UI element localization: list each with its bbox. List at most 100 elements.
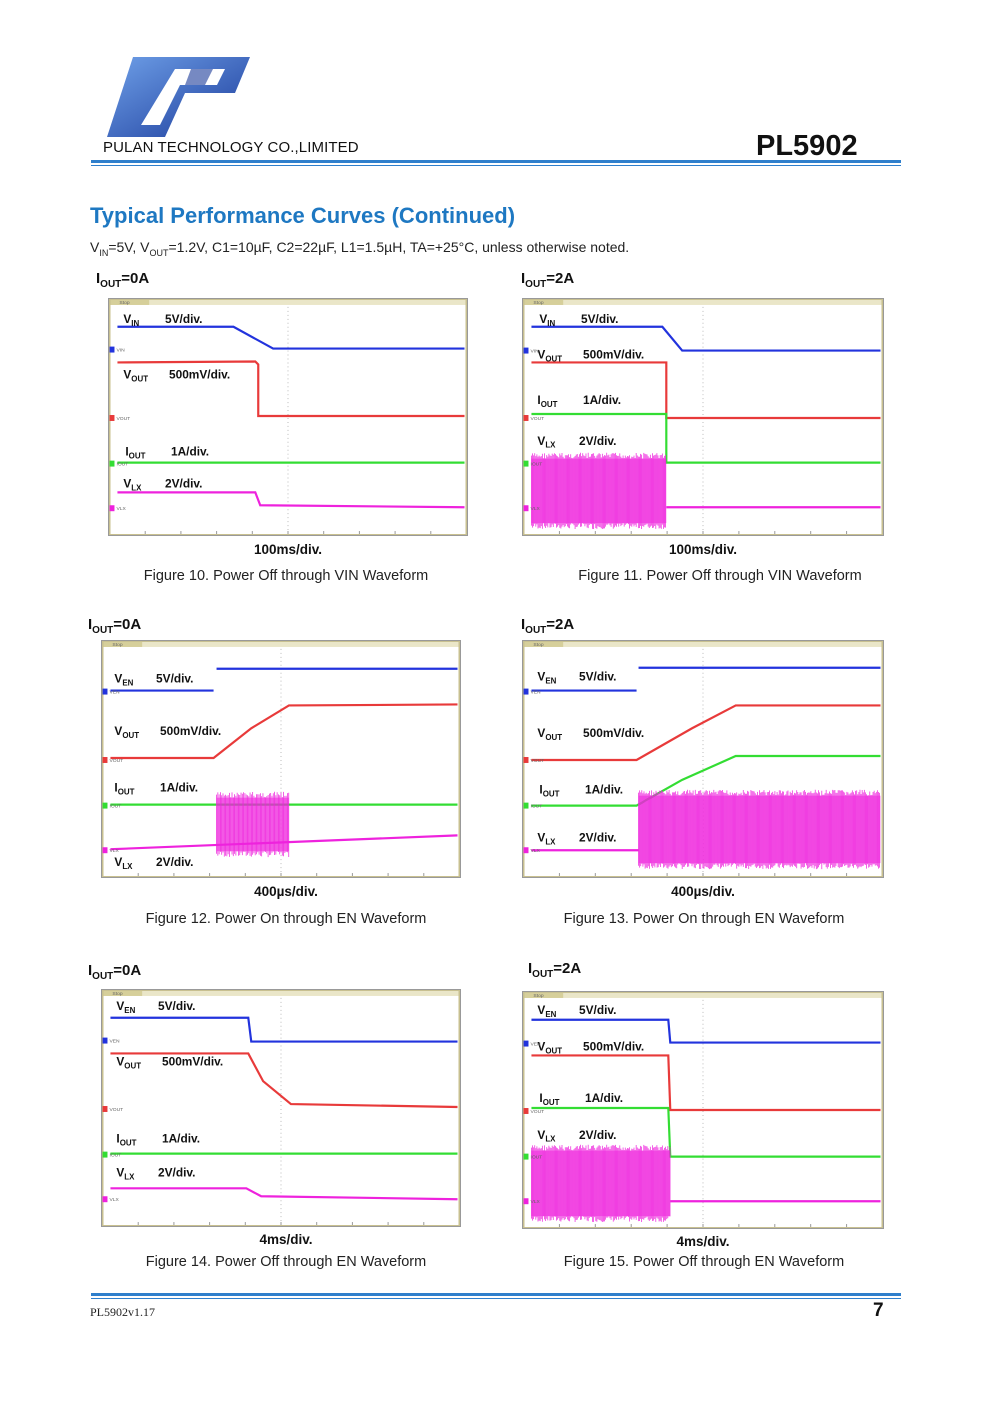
figure-10-vlx-marker xyxy=(109,505,115,512)
figure-11-iout-label: IOUT xyxy=(537,393,557,409)
figure-15-ven-scale: 5V/div. xyxy=(579,1003,616,1017)
figure-11-load-condition: IOUT=2A xyxy=(521,270,575,290)
figure-11-oscilloscope-capture: Stop VIN 5V/div. VOUT 500mV/div. IOUT 1A/div. V… xyxy=(522,298,884,536)
figure-11-stop-label: Stop xyxy=(533,300,543,306)
figure-14-vlx-scale: 2V/div. xyxy=(158,1165,195,1179)
figure-15-vout-scale: 500mV/div. xyxy=(583,1040,644,1054)
figure-12-oscilloscope-capture: Stop VEN 5V/div. VOUT 500mV/div. IOUT 1A/div. V… xyxy=(101,640,461,878)
svg-text:VOUT: VOUT xyxy=(530,416,544,422)
figure-14-trace-vout xyxy=(110,1052,458,1109)
figure-13-ven-scale: 5V/div. xyxy=(579,670,616,684)
svg-text:VLX: VLX xyxy=(116,506,126,512)
figure-14-vlx-label: VLX xyxy=(116,1165,135,1181)
section-title: Typical Performance Curves (Continued) xyxy=(90,203,516,228)
company-logo xyxy=(105,55,250,140)
figure-11-vin-marker xyxy=(523,347,529,354)
figure-13-vlx-marker xyxy=(523,847,529,854)
figure-10-stop-label: Stop xyxy=(119,300,129,306)
figure-12-vout-label: VOUT xyxy=(114,724,139,740)
svg-text:VOUT: VOUT xyxy=(116,416,130,422)
figure-12-vlx-label: VLX xyxy=(114,855,133,871)
svg-text:IOUT: IOUT xyxy=(530,1155,542,1161)
svg-text:VEN: VEN xyxy=(530,690,541,696)
figure-15-vlx-marker xyxy=(523,1198,529,1205)
figure-15-ven-marker xyxy=(523,1040,529,1047)
figure-15-vout-label: VOUT xyxy=(537,1040,562,1056)
figure-14-vout-scale: 500mV/div. xyxy=(162,1054,223,1068)
figure-14-iout-label: IOUT xyxy=(116,1132,136,1148)
figure-12-vlx-marker xyxy=(102,847,108,854)
figure-14-ven-scale: 5V/div. xyxy=(158,999,195,1013)
figure-10-vlx-scale: 2V/div. xyxy=(165,476,202,490)
figure-15-stop-label: Stop xyxy=(533,993,543,999)
document-version: PL5902v1.17 xyxy=(90,1305,156,1319)
figure-14-vout-label: VOUT xyxy=(116,1054,141,1070)
figure-12-iout-scale: 1A/div. xyxy=(160,781,198,795)
figure-15-iout-marker xyxy=(523,1153,529,1160)
svg-text:VOUT: VOUT xyxy=(109,758,123,764)
figure-11-vout-marker xyxy=(523,415,529,421)
svg-text:VEN: VEN xyxy=(530,1042,541,1048)
svg-text:VLX: VLX xyxy=(109,848,119,854)
figure-15-trace-vlx-switching xyxy=(531,1144,671,1223)
svg-text:VLX: VLX xyxy=(530,506,540,512)
svg-text:VEN: VEN xyxy=(109,1039,120,1045)
figure-11-time-scale: 100ms/div. xyxy=(668,542,738,557)
figure-13-time-scale: 400µs/div. xyxy=(671,884,735,899)
svg-text:VLX: VLX xyxy=(530,848,540,854)
figure-13-stop-label: Stop xyxy=(533,642,543,648)
figure-12-trace-vlx xyxy=(110,834,458,851)
figure-10-vin-scale: 5V/div. xyxy=(165,312,202,326)
header-rule xyxy=(91,160,901,163)
figure-13-vout-marker xyxy=(523,757,529,763)
figure-12-iout-marker xyxy=(102,802,108,809)
figure-10-iout-label: IOUT xyxy=(125,445,145,461)
figure-12-ven-scale: 5V/div. xyxy=(156,672,193,686)
figure-10-trace-vin xyxy=(117,325,465,350)
figure-10-iout-scale: 1A/div. xyxy=(171,445,209,459)
figure-14-caption: Figure 14. Power Off through EN Waveform xyxy=(145,1254,427,1270)
figure-13-trace-vout xyxy=(531,704,881,762)
svg-text:VOUT: VOUT xyxy=(109,1107,123,1113)
footer-rule xyxy=(91,1293,901,1296)
figure-11-vout-scale: 500mV/div. xyxy=(583,347,644,361)
svg-text:IOUT: IOUT xyxy=(109,1153,121,1159)
figure-14-load-condition: IOUT=0A xyxy=(88,962,142,982)
figure-15-trace-vout xyxy=(531,1054,881,1112)
figure-13-ven-label: VEN xyxy=(537,670,556,686)
company-name: PULAN TECHNOLOGY CO.,LIMITED xyxy=(103,139,359,156)
part-number: PL5902 xyxy=(756,130,858,162)
figure-15-load-condition: IOUT=2A xyxy=(528,960,582,980)
figure-15-trace-iout xyxy=(531,1106,881,1158)
figure-13-vlx-label: VLX xyxy=(537,830,556,846)
figure-12-trace-vlx-switching xyxy=(216,791,290,858)
figure-10-vlx-label: VLX xyxy=(123,476,142,492)
figure-13-trace-iout xyxy=(531,754,881,807)
figure-12-ven-marker xyxy=(102,688,108,695)
figure-14-ven-marker xyxy=(102,1037,108,1044)
figure-12-ven-label: VEN xyxy=(114,672,133,688)
figure-10-oscilloscope-capture: Stop VIN 5V/div. VOUT 500mV/div. IOUT 1A/div. V… xyxy=(108,298,468,536)
figure-12-caption: Figure 12. Power On through EN Waveform xyxy=(145,911,427,927)
figure-15-vout-marker xyxy=(523,1108,529,1114)
figure-10-caption: Figure 10. Power Off through VIN Wavefor… xyxy=(143,568,429,584)
svg-text:VOUT: VOUT xyxy=(530,1109,544,1115)
figure-13-iout-label: IOUT xyxy=(539,783,559,799)
figure-11-iout-scale: 1A/div. xyxy=(583,393,621,407)
figure-14-trace-vlx xyxy=(110,1187,458,1201)
svg-text:VLX: VLX xyxy=(530,1199,540,1205)
figure-11-trace-vin xyxy=(531,325,881,352)
figure-11-vlx-scale: 2V/div. xyxy=(579,434,616,448)
figure-12-vout-marker xyxy=(102,757,108,763)
figure-13-iout-marker xyxy=(523,802,529,809)
figure-11-vlx-marker xyxy=(523,505,529,512)
figure-10-vout-label: VOUT xyxy=(123,367,148,383)
figure-13-load-condition: IOUT=2A xyxy=(521,616,575,636)
figure-15-vlx-label: VLX xyxy=(537,1128,556,1144)
figure-10-load-condition: IOUT=0A xyxy=(96,270,150,290)
figure-12-load-condition: IOUT=0A xyxy=(88,616,142,636)
figure-10-vin-label: VIN xyxy=(123,312,139,328)
figure-10-vout-scale: 500mV/div. xyxy=(169,367,230,381)
figure-13-vout-label: VOUT xyxy=(537,726,562,742)
figure-11-vout-label: VOUT xyxy=(537,347,562,363)
